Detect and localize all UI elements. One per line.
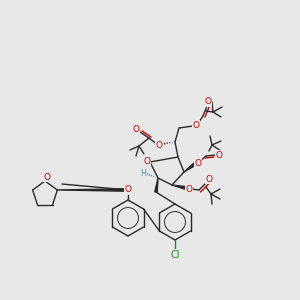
Text: O: O	[155, 140, 163, 149]
Text: O: O	[193, 121, 200, 130]
Polygon shape	[172, 185, 186, 189]
Text: O: O	[143, 158, 151, 166]
Text: O: O	[44, 172, 50, 182]
Text: O: O	[124, 185, 131, 194]
Text: O: O	[215, 151, 223, 160]
Text: H: H	[140, 169, 146, 178]
Text: O: O	[185, 184, 193, 194]
Polygon shape	[57, 189, 128, 191]
Text: O: O	[206, 175, 212, 184]
Text: O: O	[205, 98, 212, 106]
Polygon shape	[155, 178, 158, 192]
Text: Cl: Cl	[170, 250, 180, 260]
Text: O: O	[194, 158, 202, 167]
Polygon shape	[184, 163, 196, 172]
Text: O: O	[133, 124, 140, 134]
